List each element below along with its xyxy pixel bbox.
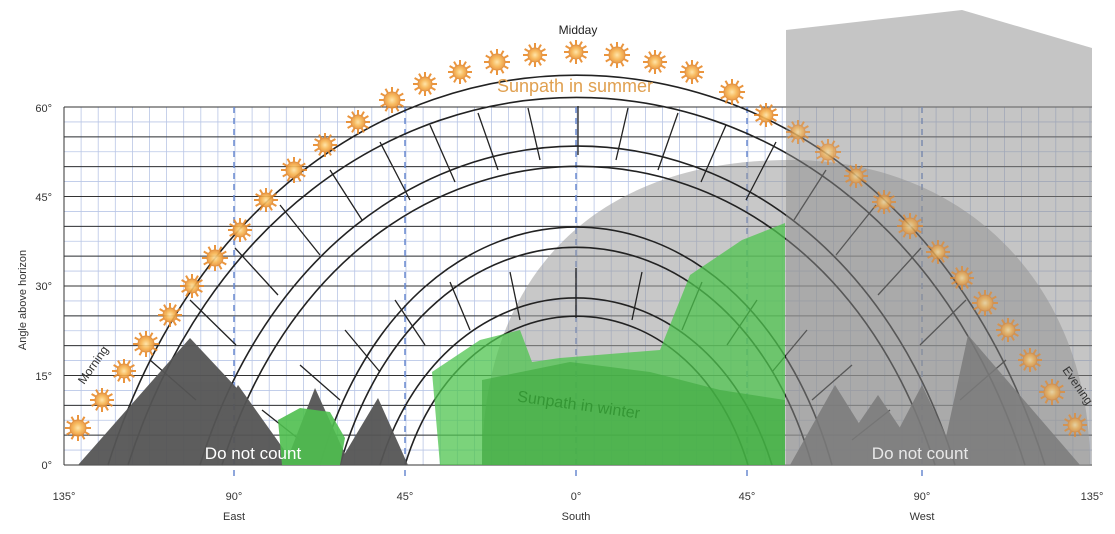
y-tick-15: 15° — [35, 371, 52, 383]
sun-icon — [484, 49, 510, 75]
sun-icon — [254, 188, 278, 212]
sun-disc — [1044, 384, 1060, 400]
direction-south: South — [562, 511, 591, 523]
sun-icon — [680, 60, 704, 84]
sun-disc — [977, 295, 993, 311]
sun-disc — [286, 162, 302, 178]
hour-line — [330, 170, 362, 220]
sun-disc — [1001, 323, 1015, 337]
sun-disc — [685, 65, 699, 79]
sun-disc — [453, 65, 467, 79]
hour-line — [395, 300, 425, 345]
sun-disc — [70, 420, 86, 436]
y-tick-30: 30° — [35, 281, 52, 293]
hour-line — [235, 248, 278, 295]
sun-disc — [877, 195, 891, 209]
x-tick-south-0: 0° — [571, 491, 582, 503]
sun-icon — [202, 245, 228, 271]
sun-disc — [528, 48, 542, 62]
sun-disc — [1023, 353, 1037, 367]
x-tick-east-90: 90° — [226, 491, 243, 503]
y-tick-0: 0° — [41, 460, 52, 472]
x-tick-west-45: 45° — [739, 491, 756, 503]
sun-disc — [95, 393, 109, 407]
sun-icon — [133, 331, 159, 357]
sun-icon — [158, 303, 182, 327]
y-axis-label: Angle above horizon — [17, 250, 29, 350]
sun-disc — [259, 193, 273, 207]
sun-icon — [379, 87, 405, 113]
summer-path-label: Sunpath in summer — [497, 76, 653, 96]
sun-disc — [724, 84, 740, 100]
y-tick-60: 60° — [35, 103, 52, 115]
sun-icon — [523, 43, 547, 67]
title: Midday — [559, 23, 598, 37]
sun-disc — [489, 54, 505, 70]
sun-disc — [233, 223, 247, 237]
x-tick-east-45: 45° — [397, 491, 414, 503]
sun-icon — [448, 60, 472, 84]
x-tick-west-135: 135° — [1081, 491, 1104, 503]
hour-line — [345, 330, 380, 372]
sun-disc — [1068, 418, 1082, 432]
hour-line — [616, 108, 628, 160]
sun-disc — [418, 77, 432, 91]
sun-disc — [648, 55, 662, 69]
sun-disc — [902, 218, 918, 234]
sun-icon — [346, 110, 370, 134]
sun-disc — [931, 245, 945, 259]
sun-disc — [955, 271, 969, 285]
sun-disc — [351, 115, 365, 129]
sun-icon — [564, 40, 588, 64]
sun-disc — [117, 364, 131, 378]
hour-line — [190, 300, 236, 345]
sun-icon — [643, 50, 667, 74]
sun-disc — [609, 47, 625, 63]
hour-line — [450, 282, 470, 330]
sun-disc — [207, 250, 223, 266]
sun-icon — [413, 72, 437, 96]
direction-east: East — [223, 511, 245, 523]
exclude-left-label: Do not count — [205, 444, 302, 463]
sun-disc — [849, 169, 863, 183]
morning-label: Morning — [75, 343, 111, 387]
x-tick-east-135: 135° — [53, 491, 76, 503]
y-tick-45: 45° — [35, 192, 52, 204]
hour-line — [300, 365, 340, 400]
direction-west: West — [910, 511, 935, 523]
sun-disc — [569, 45, 583, 59]
hour-line — [528, 108, 540, 160]
sun-disc — [791, 125, 805, 139]
sun-icon — [90, 388, 114, 412]
sun-disc — [759, 108, 773, 122]
sun-disc — [185, 279, 199, 293]
sun-disc — [163, 308, 177, 322]
x-tick-west-90: 90° — [914, 491, 931, 503]
sun-disc — [384, 92, 400, 108]
hour-line — [380, 142, 410, 200]
exclude-right-label: Do not count — [872, 444, 969, 463]
sun-disc — [820, 144, 836, 160]
sun-icon — [604, 42, 630, 68]
sun-disc — [318, 138, 332, 152]
sun-disc — [138, 336, 154, 352]
sun-icon — [65, 415, 91, 441]
